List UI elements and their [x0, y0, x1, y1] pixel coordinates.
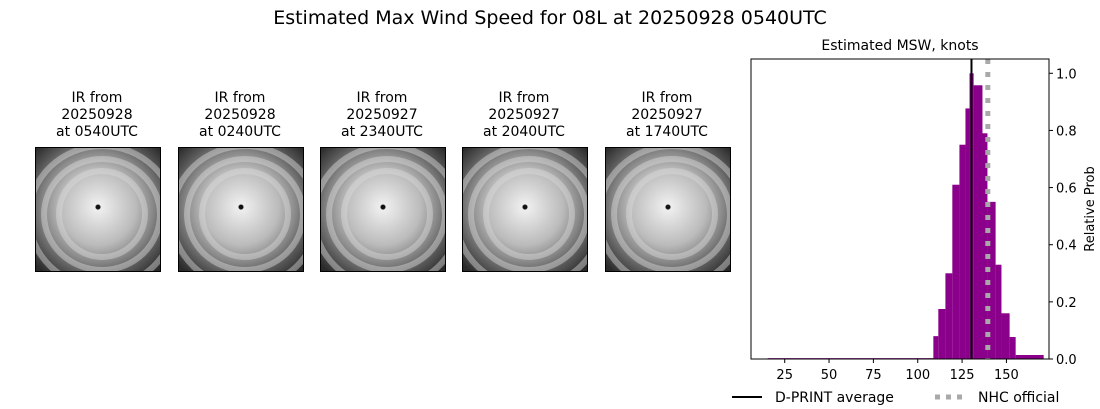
histogram-bar	[959, 144, 966, 359]
ir-satellite-image	[462, 147, 588, 272]
y-tick-label: 0.4	[1056, 239, 1077, 254]
caption-line: 20250928	[61, 107, 133, 123]
plot-frame	[750, 58, 1050, 360]
x-tick-label: 75	[865, 368, 882, 383]
caption-line: IR from	[498, 90, 550, 106]
caption-line: IR from	[214, 90, 266, 106]
histogram-bar	[938, 309, 946, 359]
histogram-bar	[1015, 355, 1044, 359]
panel-caption: IR from 20250927 at 2340UTC	[319, 90, 445, 141]
x-tick-label: 100	[905, 368, 930, 383]
y-tick-label: 0.2	[1056, 296, 1077, 311]
caption-line: 20250927	[631, 107, 703, 123]
caption-line: 20250927	[346, 107, 418, 123]
caption-line: 20250928	[204, 107, 276, 123]
x-tick-label: 125	[950, 368, 975, 383]
ir-satellite-image	[178, 147, 304, 272]
caption-line: at 2340UTC	[341, 124, 423, 140]
x-tick-label: 25	[776, 368, 793, 383]
caption-line: 20250927	[488, 107, 560, 123]
figure-title: Estimated Max Wind Speed for 08L at 2025…	[273, 7, 827, 29]
histogram-bar	[1009, 337, 1016, 359]
caption-line: at 1740UTC	[626, 124, 708, 140]
histogram-bar	[933, 336, 939, 359]
histogram-bar	[973, 85, 983, 360]
y-tick-label: 0.6	[1056, 182, 1077, 197]
panel-caption: IR from 20250927 at 1740UTC	[604, 90, 730, 141]
histogram-bar	[987, 201, 996, 359]
histogram-bar	[965, 108, 970, 359]
ir-satellite-image	[605, 147, 731, 272]
ir-satellite-image	[35, 147, 161, 272]
panel-caption: IR from 20250928 at 0240UTC	[177, 90, 303, 141]
legend-dprint-label: D-PRINT average	[775, 390, 894, 406]
x-tick-label: 150	[994, 368, 1019, 383]
histogram-bar	[1001, 313, 1010, 359]
legend-nhc-label: NHC official	[978, 390, 1059, 406]
ir-satellite-image	[320, 147, 446, 272]
caption-line: at 2040UTC	[483, 124, 565, 140]
caption-line: IR from	[641, 90, 693, 106]
x-tick-label: 50	[821, 368, 838, 383]
caption-line: at 0540UTC	[56, 124, 138, 140]
histogram-bar	[945, 273, 953, 359]
panel-caption: IR from 20250928 at 0540UTC	[34, 90, 160, 141]
y-tick-label: 1.0	[1056, 67, 1077, 82]
histogram-bar	[952, 184, 960, 359]
caption-line: at 0240UTC	[199, 124, 281, 140]
y-tick-label: 0.8	[1056, 124, 1077, 139]
chart-title: Estimated MSW, knots	[821, 38, 978, 54]
panel-caption: IR from 20250927 at 2040UTC	[461, 90, 587, 141]
histogram-bar	[982, 133, 988, 359]
caption-line: IR from	[71, 90, 123, 106]
caption-line: IR from	[356, 90, 408, 106]
y-axis-label: Relative Prob	[1083, 166, 1098, 251]
y-tick-label: 0.0	[1056, 353, 1077, 368]
histogram-bar	[995, 264, 1002, 359]
